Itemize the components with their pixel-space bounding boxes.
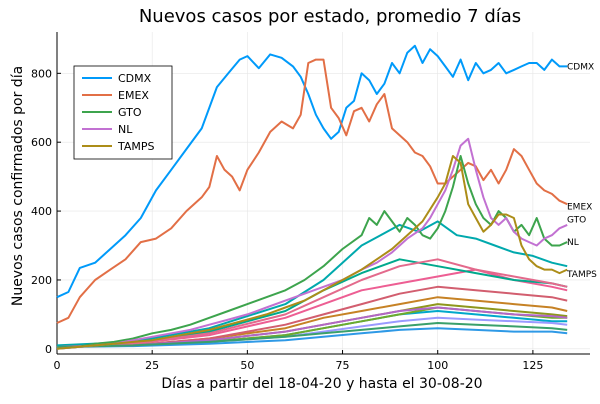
series-line-state [56,285,568,349]
end-labels: CDMX EMEX GTO NL TAMPS [566,62,597,279]
x-tick-label: 0 [54,359,61,372]
y-tick-label: 600 [31,136,52,149]
x-tick-label: 25 [145,359,159,372]
legend-label-nl: NL [118,123,133,136]
y-tick-label: 400 [31,205,52,218]
legend-label-gto: GTO [118,106,142,119]
end-label-nl: NL [567,238,579,248]
series-line-emex [56,58,568,324]
axes: 0 25 50 75 100 125 0 200 400 600 800 [31,32,590,372]
end-label-emex: EMEX [567,203,592,213]
x-tick-label: 75 [336,359,350,372]
chart-title: Nuevos casos por estado, promedio 7 días [139,6,521,27]
y-tick-label: 800 [31,67,52,80]
end-label-gto: GTO [567,216,586,226]
x-tick-label: 125 [522,359,543,372]
y-axis-label: Nuevos casos confirmados por día [10,66,26,306]
end-label-tamps: TAMPS [566,270,597,280]
series-line-state [56,258,568,349]
x-axis-label: Días a partir del 18-04-20 y hasta el 30… [161,376,482,392]
series-line-tamps [56,155,568,350]
series-lines [56,44,568,350]
series-line-state [56,327,568,349]
series-line-cdmx [56,44,568,299]
legend-label-cdmx: CDMX [118,72,152,85]
series-line-state [56,258,568,349]
x-tick-label: 100 [427,359,448,372]
series-line-state [56,322,568,349]
legend: CDMX EMEX GTO NL TAMPS [73,65,173,160]
x-tick-label: 50 [240,359,254,372]
series-line-state [56,306,568,349]
y-tick-label: 0 [45,343,52,356]
end-label-cdmx: CDMX [567,62,594,72]
legend-label-emex: EMEX [118,89,149,102]
legend-label-tamps: TAMPS [117,140,155,153]
y-tick-label: 200 [31,274,52,287]
